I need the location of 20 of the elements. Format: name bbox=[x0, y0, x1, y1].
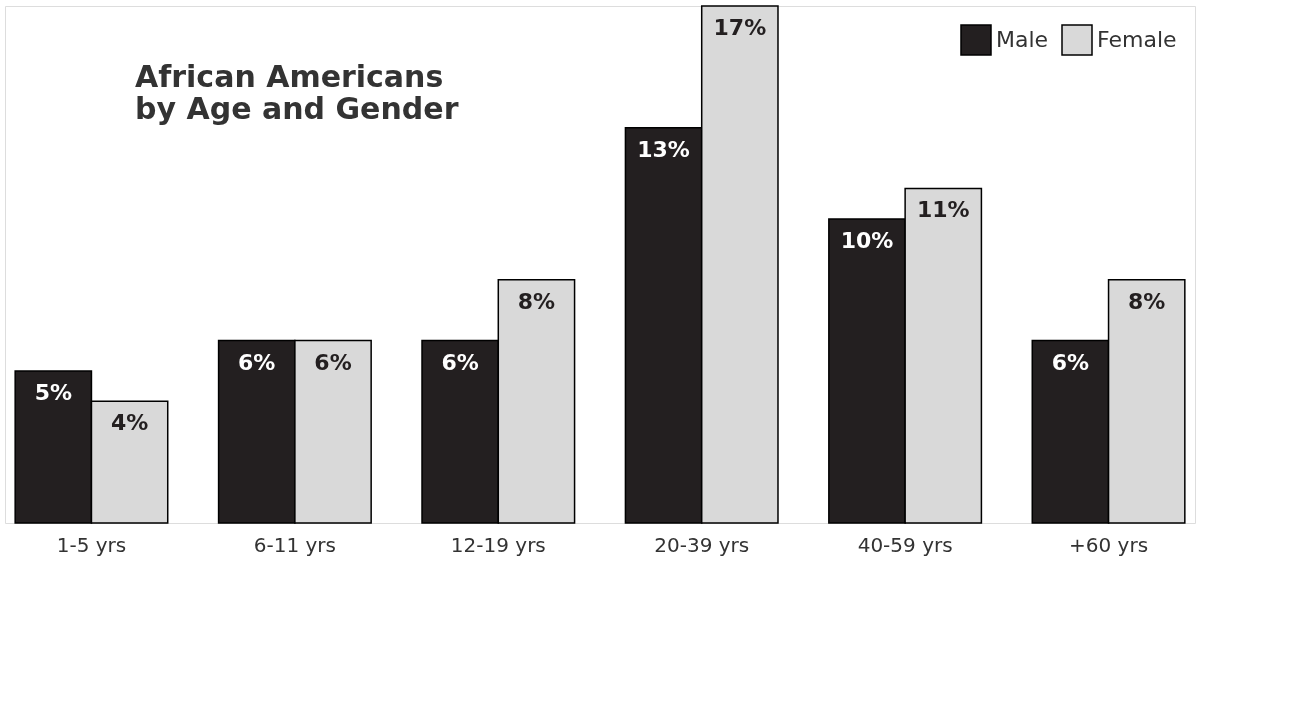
x-tick-label: 12-19 yrs bbox=[450, 532, 546, 557]
data-label: 10% bbox=[840, 227, 894, 253]
data-label: 4% bbox=[110, 410, 149, 436]
x-tick-label: 1-5 yrs bbox=[56, 532, 127, 557]
data-label: 17% bbox=[713, 15, 767, 40]
data-label: 11% bbox=[916, 197, 970, 223]
data-label: 5% bbox=[34, 379, 72, 405]
x-tick-label: 6-11 yrs bbox=[253, 532, 336, 557]
data-label: 13% bbox=[637, 136, 690, 162]
data-label: 8% bbox=[1128, 288, 1166, 314]
x-tick-label: 20-39 yrs bbox=[654, 532, 750, 557]
legend-label: Female bbox=[1097, 27, 1177, 52]
data-label: 6% bbox=[314, 349, 352, 375]
data-label: 6% bbox=[1051, 349, 1090, 375]
data-label: 6% bbox=[441, 349, 479, 375]
x-tick-label: +60 yrs bbox=[1069, 532, 1149, 557]
data-label: 6% bbox=[238, 349, 276, 375]
x-tick-label: 40-59 yrs bbox=[857, 532, 953, 557]
data-label: 8% bbox=[517, 288, 556, 314]
legend-label: Male bbox=[996, 27, 1049, 52]
